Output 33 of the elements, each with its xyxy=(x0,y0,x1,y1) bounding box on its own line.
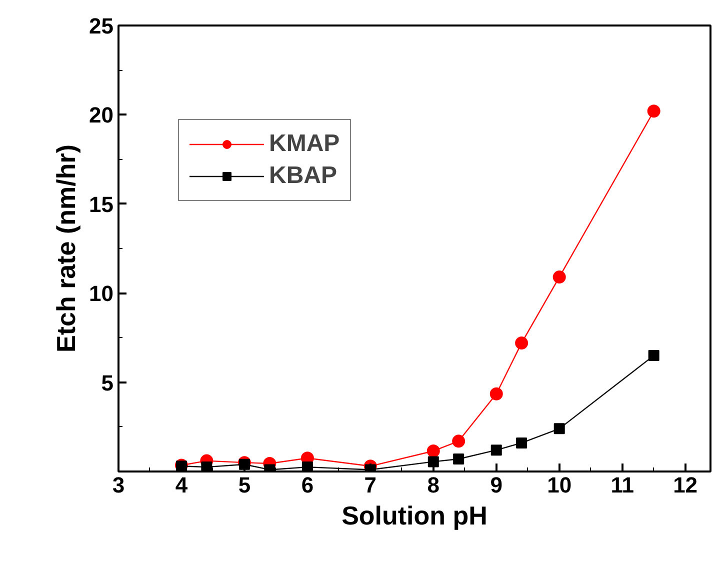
x-axis-title: Solution pH xyxy=(342,500,488,530)
x-tick-label: 11 xyxy=(610,472,634,498)
x-tick-label: 3 xyxy=(112,472,125,498)
x-tick-label: 8 xyxy=(427,472,440,498)
point xyxy=(516,437,528,448)
x-tick-label: 9 xyxy=(490,472,503,498)
x-tick-label: 10 xyxy=(547,472,572,498)
y-tick-label: 15 xyxy=(89,192,114,217)
point xyxy=(647,104,660,118)
y-tick-label: 5 xyxy=(101,370,114,396)
point xyxy=(648,350,660,362)
x-tick-label: 12 xyxy=(673,472,698,498)
y-tick-label: 10 xyxy=(89,281,114,306)
point xyxy=(428,456,439,468)
point xyxy=(452,434,466,448)
point xyxy=(453,454,464,465)
point xyxy=(552,270,566,284)
x-tick-label: 4 xyxy=(175,472,188,498)
point xyxy=(490,387,503,400)
point xyxy=(201,462,212,472)
y-axis-title: Etch rate (nm/hr) xyxy=(51,144,82,353)
x-tick-label: 5 xyxy=(238,472,251,498)
point xyxy=(515,336,528,350)
legend-label: KBAP xyxy=(269,162,338,190)
point xyxy=(554,423,565,434)
x-tick-label: 7 xyxy=(364,472,377,498)
point xyxy=(238,458,250,470)
x-tick-label: 6 xyxy=(301,472,314,498)
y-tick-label: 25 xyxy=(89,14,114,38)
point xyxy=(426,444,440,458)
point xyxy=(490,444,502,456)
legend-label: KMAP xyxy=(269,130,340,158)
y-tick-label: 20 xyxy=(89,102,114,128)
